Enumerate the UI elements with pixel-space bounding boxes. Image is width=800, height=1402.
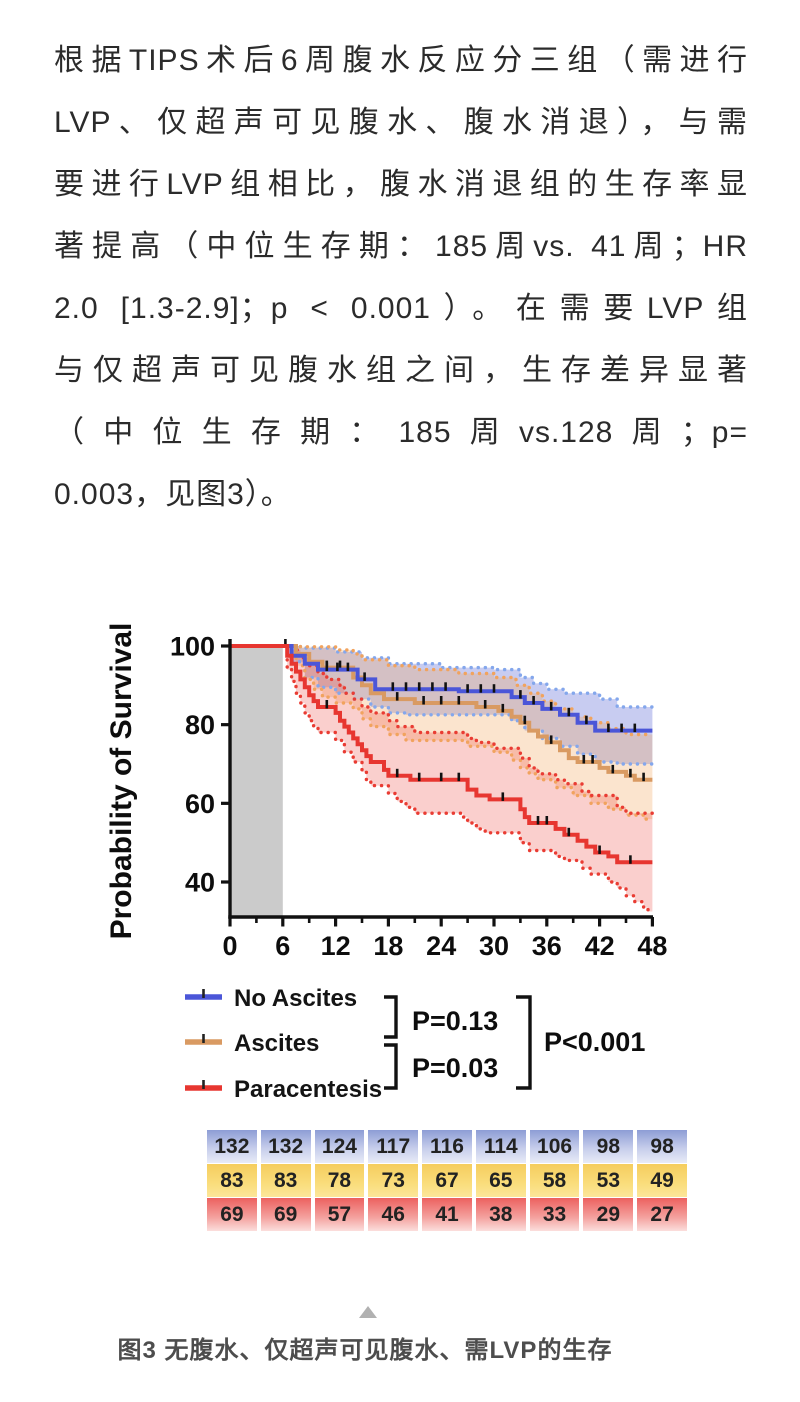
paragraph-line: LVP、仅超声可见腹水、腹水消退），与需 — [54, 106, 748, 139]
risk-cell-ascites: 78 — [314, 1164, 365, 1197]
survival-chart: Probability of Survival 40 60 80 100 0 6 12 18 2… — [105, 623, 667, 961]
risk-cell-no-ascites: 106 — [529, 1130, 580, 1163]
x-tick-label: 24 — [426, 931, 456, 961]
x-tick-label: 12 — [321, 931, 351, 961]
y-tick-label: 60 — [185, 789, 215, 819]
risk-cell-no-ascites: 124 — [314, 1130, 365, 1163]
ci-upper-ascites — [228, 644, 655, 737]
x-tick-label: 0 — [222, 931, 237, 961]
chart-legend: No Ascites Ascites Paracentesis P=0.13 P=0.0… — [185, 985, 645, 1103]
ci-upper-no-ascites — [228, 644, 655, 709]
risk-cell-paracentesis: 27 — [637, 1198, 687, 1231]
legend-label-ascites: Ascites — [234, 1030, 319, 1057]
risk-cell-paracentesis: 69 — [207, 1198, 257, 1231]
paragraph-line: 根据TIPS术后6周腹水反应分三组（需进行 — [54, 44, 748, 77]
risk-cell-ascites: 83 — [260, 1164, 311, 1197]
x-tick-label: 42 — [585, 931, 615, 961]
pre-assessment-shaded-region — [230, 646, 283, 918]
risk-cell-paracentesis: 33 — [529, 1198, 580, 1231]
risk-cell-paracentesis: 57 — [314, 1198, 365, 1231]
pvalue-bracket-bottom — [384, 1043, 398, 1090]
ci-lower-paracentesis — [228, 644, 655, 914]
pvalue-top: P=0.13 — [412, 1006, 498, 1036]
risk-cell-ascites: 73 — [368, 1164, 419, 1197]
risk-cell-paracentesis: 29 — [583, 1198, 634, 1231]
survival-curve-paracentesis — [230, 644, 653, 865]
paragraph-line: 0.003，见图3）。 — [54, 478, 292, 511]
risk-cell-no-ascites: 98 — [637, 1130, 687, 1163]
risk-cell-no-ascites: 132 — [260, 1130, 311, 1163]
legend-label-paracentesis: Paracentesis — [234, 1076, 382, 1103]
x-tick-label: 18 — [373, 931, 403, 961]
risk-cell-ascites: 53 — [583, 1164, 634, 1197]
paragraph-line: （中位生存期：185周vs.128周；p= — [54, 416, 748, 449]
risk-cell-ascites: 58 — [529, 1164, 580, 1197]
survival-curve-no-ascites — [230, 644, 653, 733]
risk-cell-paracentesis: 38 — [475, 1198, 526, 1231]
legend-label-no-ascites: No Ascites — [234, 985, 357, 1012]
y-axis-title: Probability of Survival — [105, 623, 138, 940]
pvalue-overall: P<0.001 — [544, 1027, 645, 1057]
risk-cell-paracentesis: 46 — [368, 1198, 419, 1231]
ci-lower-no-ascites — [228, 644, 655, 766]
x-tick-label: 6 — [275, 931, 290, 961]
pvalue-bracket-top — [384, 995, 398, 1039]
paragraph-line: 与仅超声可见腹水组之间，生存差异显著 — [54, 354, 748, 387]
intro-paragraph: 根据TIPS术后6周腹水反应分三组（需进行 LVP、仅超声可见腹水、腹水消退），与… — [54, 30, 748, 526]
risk-cell-paracentesis: 41 — [422, 1198, 472, 1231]
number-at-risk-table: 132 132 124 117 116 114 106 98 98 83 83 78 73 67 65 58 5… — [207, 1130, 687, 1231]
paragraph-line: 要进行LVP组相比，腹水消退组的生存率显 — [54, 168, 748, 201]
risk-cell-no-ascites: 117 — [368, 1130, 419, 1163]
risk-cell-ascites: 65 — [475, 1164, 526, 1197]
risk-cell-paracentesis: 69 — [260, 1198, 311, 1231]
ci-upper-paracentesis — [228, 644, 655, 815]
x-tick-label: 36 — [532, 931, 562, 961]
figure-caption: 图3 无腹水、仅超声可见腹水、需LVP的生存 — [117, 1337, 613, 1364]
pvalue-middle: P=0.03 — [412, 1053, 498, 1083]
risk-cell-no-ascites: 116 — [422, 1130, 472, 1163]
up-triangle-icon — [359, 1306, 377, 1318]
risk-cell-no-ascites: 132 — [207, 1130, 257, 1163]
pvalue-bracket-overall — [516, 995, 532, 1090]
risk-cell-no-ascites: 98 — [583, 1130, 634, 1163]
paragraph-line: 2.0 [1.3-2.9]；p < 0.001）。在需要LVP组 — [54, 292, 748, 325]
risk-cell-ascites: 83 — [207, 1164, 257, 1197]
y-tick-label: 40 — [185, 868, 215, 898]
y-tick-label: 100 — [170, 632, 215, 662]
x-tick-label: 30 — [479, 931, 509, 961]
y-tick-label: 80 — [185, 710, 215, 740]
risk-cell-ascites: 49 — [637, 1164, 687, 1197]
risk-cell-ascites: 67 — [422, 1164, 472, 1197]
risk-cell-no-ascites: 114 — [475, 1130, 526, 1163]
x-tick-label: 48 — [637, 931, 667, 961]
survival-curve-ascites — [230, 644, 653, 782]
paragraph-line: 著提高（中位生存期：185周vs. 41周；HR — [54, 230, 748, 263]
